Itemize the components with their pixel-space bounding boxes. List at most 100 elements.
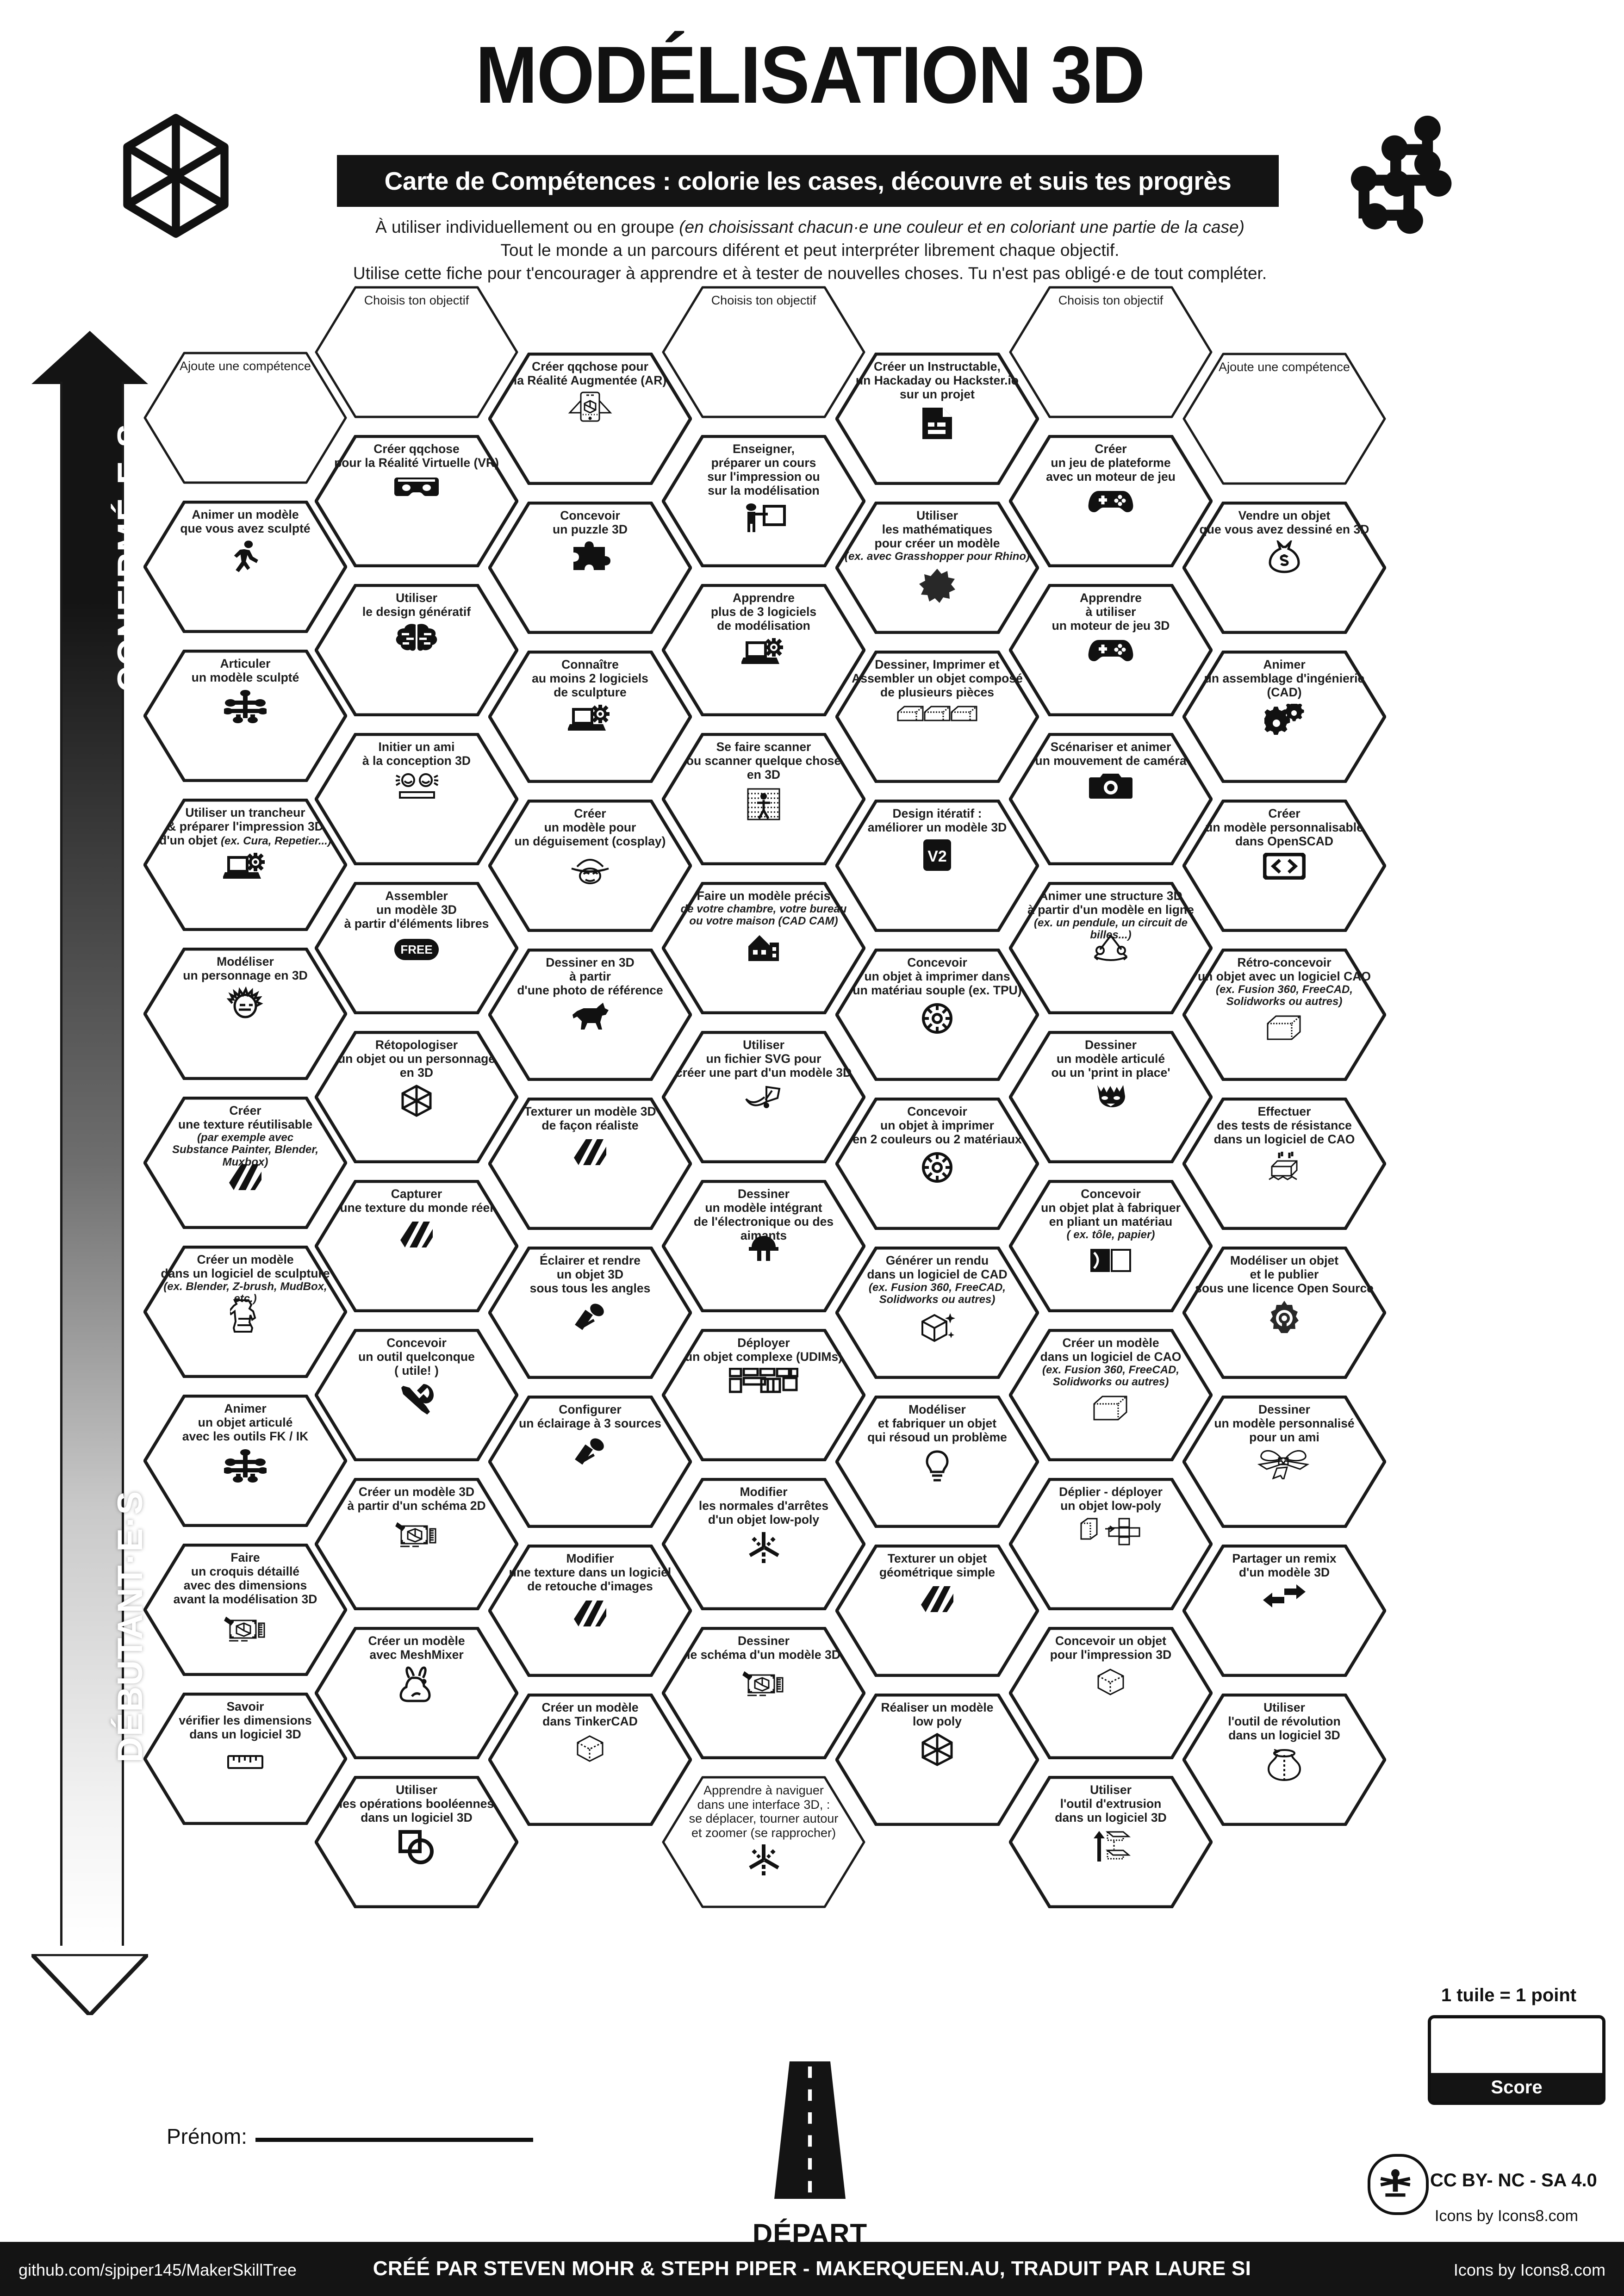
intro-line-3: Utilise cette fiche pour t'encourager à … <box>353 264 1267 283</box>
skill-hex-tile[interactable]: Créer un modèle pour un déguisement (cospl… <box>488 800 692 932</box>
skill-hex-tile[interactable]: Apprendre à utiliser un moteur de jeu 3D <box>1009 584 1213 716</box>
spotlight-icon <box>488 1434 692 1468</box>
skill-hex-tile[interactable]: Créer un modèle dans un logiciel de sculp… <box>143 1246 347 1378</box>
skill-hex-tile[interactable]: Animer un objet articulé avec les outils F… <box>143 1395 347 1527</box>
skill-hex-tile[interactable]: Dessiner en 3D à partir d'une photo de réf… <box>488 949 692 1081</box>
skill-hex-tile[interactable]: Animer un assemblage d'ingénierie (CAD) <box>1182 651 1386 783</box>
skill-hex-tile[interactable]: Ajoute une compétence <box>1182 353 1386 485</box>
skill-hex-tile[interactable]: Apprendre plus de 3 logiciels de modélisat… <box>662 584 865 716</box>
skill-hex-tile[interactable]: Modifier une texture dans un logiciel de r… <box>488 1545 692 1677</box>
intro-line-1: À utiliser individuellement ou en groupe… <box>375 217 1244 236</box>
skill-tile-label: Créer un modèle dans un logiciel de sculp… <box>152 1253 339 1305</box>
skill-hex-tile[interactable]: Rétro-concevoir un objet avec un logiciel… <box>1182 949 1386 1081</box>
skill-hex-tile[interactable]: Faire un modèle précis de votre chambre, … <box>662 882 865 1014</box>
skill-hex-tile[interactable]: Design itératif : améliorer un modèle 3D V… <box>835 800 1039 932</box>
skill-hex-tile[interactable]: Initier un ami à la conception 3D <box>315 733 518 865</box>
hex-outline-icon <box>835 651 1039 783</box>
normals-icon <box>662 1843 865 1878</box>
skill-hex-tile[interactable]: Créer une texture réutilisable (par exempl… <box>143 1097 347 1229</box>
skill-tile-label: Texturer un objet géométrique simple <box>879 1551 996 1579</box>
score-box[interactable]: Score <box>1428 2015 1605 2105</box>
skill-hex-tile[interactable]: Concevoir un puzzle 3D <box>488 502 692 634</box>
skill-hex-tile[interactable]: Utiliser un trancheur & préparer l'impres… <box>143 799 347 931</box>
skill-tile-label: Faire un modèle précis de votre chambre, … <box>670 889 857 928</box>
skill-hex-tile[interactable]: Scénariser et animer un mouvement de camé… <box>1009 733 1213 865</box>
intro-line-2: Tout le monde a un parcours diférent et … <box>500 241 1120 260</box>
skill-hex-tile[interactable]: Animer un modèle que vous avez sculpté <box>143 501 347 633</box>
skill-hex-tile[interactable]: Modéliser un personnage en 3D <box>143 948 347 1080</box>
skill-hex-tile[interactable]: Apprendre à naviguer dans une interface 3… <box>662 1776 865 1908</box>
skill-hex-tile[interactable]: Créer un jeu de plateforme avec un moteur … <box>1009 435 1213 567</box>
prenom-blank-line[interactable] <box>255 2138 533 2142</box>
skill-hex-tile[interactable]: Choisis ton objectif <box>315 286 518 418</box>
skill-hex-tile[interactable]: Dessiner un modèle personnalisé pour un am… <box>1182 1396 1386 1528</box>
skill-hex-tile[interactable]: Concevoir un outil quelconque( utile! ) <box>315 1329 518 1461</box>
skill-hex-tile[interactable]: Utiliser les mathématiques pour créer un m… <box>835 502 1039 634</box>
skill-hex-tile[interactable]: Créer un modèle 3D à partir d'un schéma 2… <box>315 1478 518 1610</box>
skill-hex-tile[interactable]: Créer qqchose pour la Réalité Virtuelle (… <box>315 435 518 567</box>
skill-hex-tile[interactable]: Concevoir un objet pour l'impression 3D <box>1009 1627 1213 1759</box>
skill-hex-tile[interactable]: Réaliser un modèle low poly <box>835 1694 1039 1826</box>
texture-hatch-icon <box>488 1136 692 1172</box>
skill-hex-tile[interactable]: Créer un modèle avec MeshMixer <box>315 1627 518 1759</box>
skill-hex-tile[interactable]: Créer un modèle personnalisable dans OpenS… <box>1182 800 1386 932</box>
skill-hex-tile[interactable]: Animer une structure 3D à partir d'un mod… <box>1009 882 1213 1014</box>
skill-tile-label: Réaliser un modèle low poly <box>881 1700 994 1728</box>
skill-hex-tile[interactable]: Effectuer des tests de résistance dans un … <box>1182 1098 1386 1230</box>
teacher-icon <box>662 503 865 534</box>
skill-hex-tile[interactable]: Assembler un modèle 3D à partir d'éléments… <box>315 882 518 1014</box>
skill-hex-tile[interactable]: Concevoir un objet à imprimer en 2 couleur… <box>835 1098 1039 1230</box>
skill-hex-tile[interactable]: Dessiner un modèle articulé ou un 'print i… <box>1009 1031 1213 1163</box>
skill-hex-tile[interactable]: Choisis ton objectif <box>662 286 865 418</box>
icons-credit-text: Icons by Icons8.com <box>1435 2207 1578 2225</box>
skill-hex-tile[interactable]: Utiliser l'outil de révolution dans un log… <box>1182 1694 1386 1826</box>
skill-hex-tile[interactable]: Utiliser l'outil d'extrusion dans un logic… <box>1009 1776 1213 1908</box>
skill-hex-tile[interactable]: Choisis ton objectif <box>1009 286 1213 418</box>
skill-hex-tile[interactable]: Enseigner, préparer un cours sur l'impress… <box>662 435 865 567</box>
skill-hex-tile[interactable]: Modéliser et fabriquer un objet qui résoud… <box>835 1396 1039 1528</box>
tile-points-note: 1 tuile = 1 point <box>1441 1985 1577 2005</box>
skill-hex-tile[interactable]: Connaître au moins 2 logiciels de sculptur… <box>488 651 692 783</box>
skill-hex-tile[interactable]: Savoir vérifier les dimensions dans un log… <box>143 1693 347 1825</box>
skill-hex-tile[interactable]: Texturer un modèle 3D de façon réaliste <box>488 1098 692 1230</box>
skill-hex-tile[interactable]: Modéliser un objet et le publier sous une … <box>1182 1247 1386 1379</box>
skill-hex-tile[interactable]: Déplier - déployer un objet low-poly <box>1009 1478 1213 1610</box>
skill-hex-tile[interactable]: Utiliser le design génératif <box>315 584 518 716</box>
start-marker: DÉPART <box>750 2061 870 2250</box>
skill-hex-tile[interactable]: Utiliser un fichier SVG pour créer une par… <box>662 1031 865 1163</box>
hex-outline-icon <box>488 651 692 783</box>
skill-hex-tile[interactable]: Concevoir un objet à imprimer dans un maté… <box>835 949 1039 1081</box>
skill-hex-tile[interactable]: Dessiner le schéma d'un modèle 3D <box>662 1627 865 1759</box>
skill-hex-tile[interactable]: Capturer une texture du monde réel <box>315 1180 518 1312</box>
led-icon <box>662 1233 865 1264</box>
skill-hex-tile[interactable]: Modifier les normales d'arrêtes d'un objet… <box>662 1478 865 1610</box>
skill-hex-tile[interactable]: Rétopologiser un objet ou un personnage en… <box>315 1031 518 1163</box>
skill-hex-tile[interactable]: Se faire scanner ou scanner quelque chose… <box>662 733 865 865</box>
skill-hex-tile[interactable]: Créer un Instructable, un Hackaday ou Hac… <box>835 353 1039 485</box>
skill-hex-tile[interactable]: Éclairer et rendre un objet 3D sous tous l… <box>488 1247 692 1379</box>
skill-hex-tile[interactable]: Articuler un modèle sculpté <box>143 650 347 782</box>
skill-hex-tile[interactable]: Dessiner, Imprimer et Assembler un objet … <box>835 651 1039 783</box>
skill-hex-tile[interactable]: Faire un croquis détaillé avec des dimensi… <box>143 1544 347 1676</box>
skill-level-arrow: CONFIRMÉ·E·S DÉBUTANT·E·S <box>31 331 150 2015</box>
footer-github-link[interactable]: github.com/sjpiper145/MakerSkillTree <box>19 2260 297 2279</box>
skill-hex-tile[interactable]: Configurer un éclairage à 3 sources <box>488 1396 692 1528</box>
name-field[interactable]: Prénom: <box>167 2124 533 2149</box>
hex-outline-icon <box>662 584 865 716</box>
skill-hex-tile[interactable]: Partager un remix d'un modèle 3D <box>1182 1545 1386 1677</box>
hex-outline-icon <box>662 435 865 567</box>
skill-hex-tile[interactable]: Générer un rendu dans un logiciel de CAD(… <box>835 1247 1039 1379</box>
skill-hex-tile[interactable]: Créer un modèle dans un logiciel de CAO (e… <box>1009 1329 1213 1461</box>
skill-hex-tile[interactable]: Créer qqchose pour la Réalité Augmentée (… <box>488 353 692 485</box>
skill-hex-tile[interactable]: Concevoir un objet plat à fabriquer en pli… <box>1009 1180 1213 1312</box>
skill-hex-tile[interactable]: Déployer un objet complexe (UDIMs) <box>662 1329 865 1461</box>
skill-hex-tile[interactable]: Ajoute une compétence <box>143 352 347 484</box>
skill-tile-label: Modifier une texture dans un logiciel de r… <box>509 1551 672 1593</box>
article-icon <box>835 406 1039 443</box>
camera-icon <box>1009 772 1213 802</box>
skill-hex-tile[interactable]: Utiliser les opérations booléennes dans un… <box>315 1776 518 1908</box>
skill-hex-tile[interactable]: Créer un modèle dans TinkerCAD <box>488 1694 692 1826</box>
skill-hex-tile[interactable]: Vendre un objet que vous avez dessiné en … <box>1182 502 1386 634</box>
skill-hex-tile[interactable]: Dessiner un modèle intégrant de l'électron… <box>662 1180 865 1312</box>
skill-hex-tile[interactable]: Texturer un objet géométrique simple <box>835 1545 1039 1677</box>
